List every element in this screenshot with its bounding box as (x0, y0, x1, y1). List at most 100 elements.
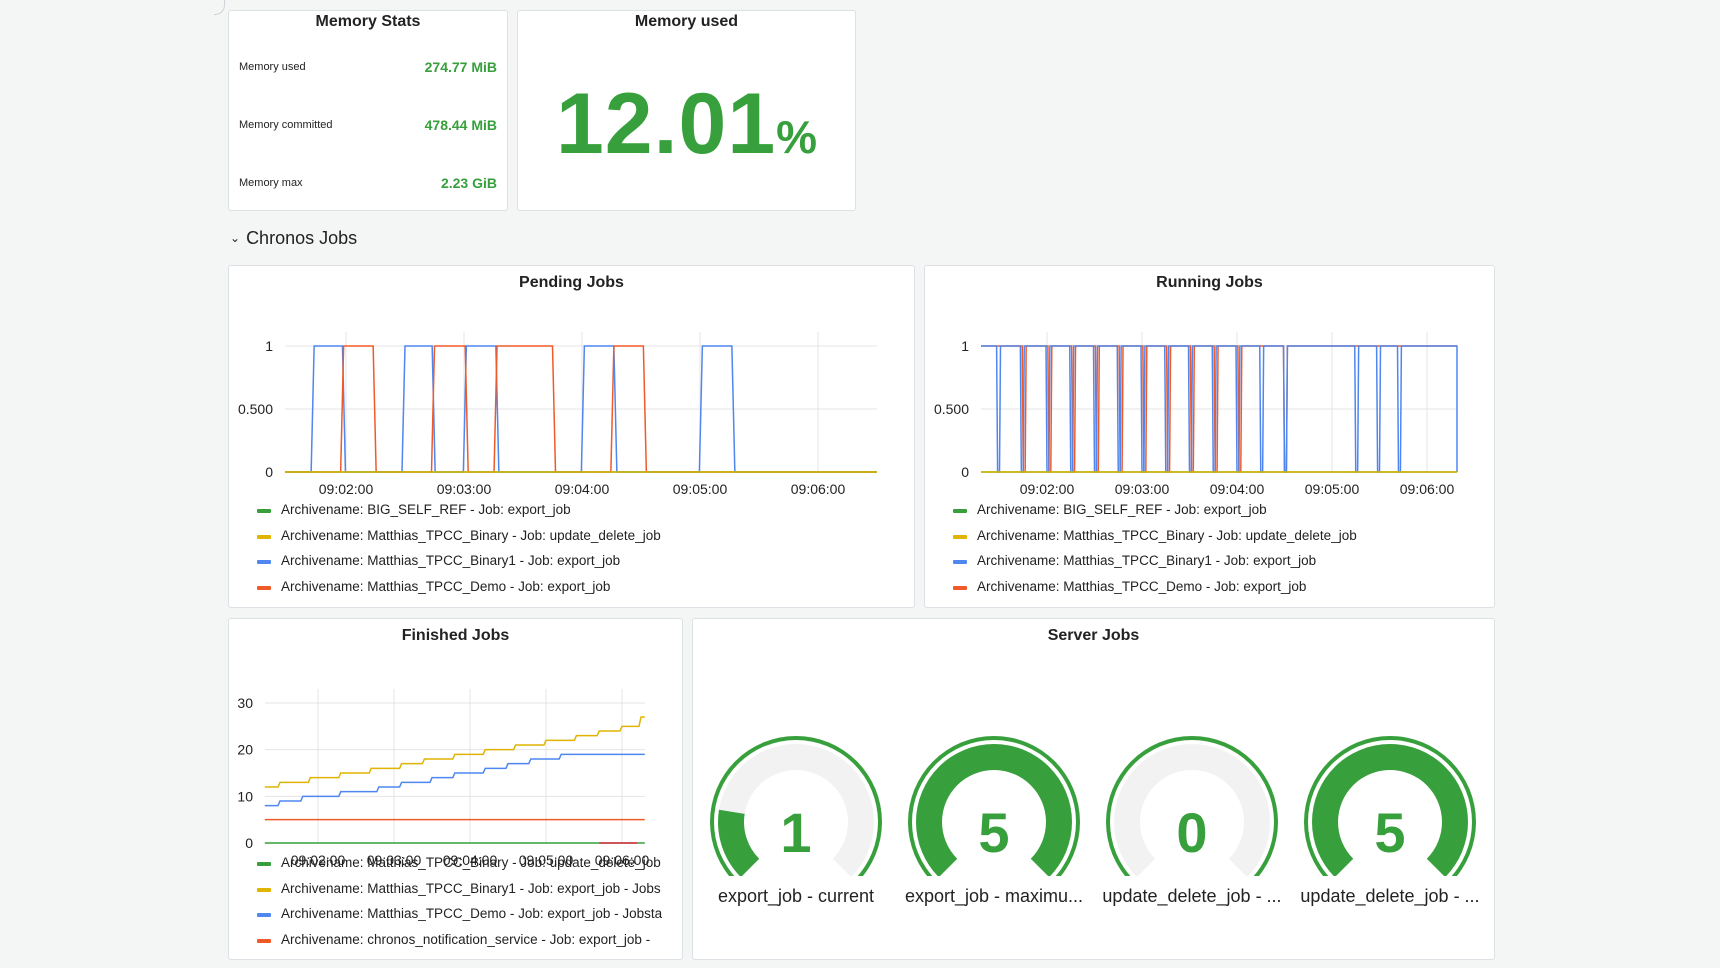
legend-label: Archivename: Matthias_TPCC_Binary1 - Job… (977, 553, 1317, 568)
x-tick-label: 09:04:00 (555, 481, 610, 497)
stat-label: Memory max (239, 177, 303, 189)
gauge-fill (1312, 744, 1468, 878)
finished-jobs-chart: 30 20 10 0 09:02:00 09:03:00 09:04:00 09:05:00 0… (237, 689, 650, 868)
legend-item[interactable]: Archivename: chronos_notification_servic… (257, 932, 673, 958)
gauge-track (1114, 744, 1270, 878)
memory-used-number: 12.01 (555, 76, 777, 172)
pending-jobs-legend: Archivename: BIG_SELF_REF - Job: export_… (257, 502, 897, 604)
series-line (264, 753, 645, 807)
memory-used-panel: Memory used 12.01% (517, 10, 856, 211)
stat-label: Memory used (239, 61, 306, 73)
finished-jobs-title: Finished Jobs (401, 627, 510, 644)
legend-item[interactable]: Archivename: Matthias_TPCC_Demo - Job: e… (953, 579, 1483, 605)
legend-label: Archivename: Matthias_TPCC_Demo - Job: e… (281, 906, 663, 921)
y-tick-label: 0 (961, 464, 969, 480)
panel-edge-mark (214, 0, 225, 15)
series-line (285, 345, 877, 473)
row-header-title: Chronos Jobs (246, 228, 358, 248)
x-tick-label: 09:03:00 (367, 852, 422, 868)
legend-swatch (257, 509, 271, 513)
x-tick-label: 09:04:00 (1210, 481, 1265, 497)
stat-value: 274.77 MiB (424, 59, 497, 75)
legend-swatch (953, 534, 967, 539)
legend-swatch (257, 585, 271, 590)
memory-stats-panel: Memory Stats Memory used 274.77 MiB Memo… (228, 10, 508, 211)
stat-value: 2.23 GiB (440, 175, 497, 191)
x-tick-label: 09:05:00 (673, 481, 728, 497)
gauge-chart: 5 (908, 736, 1080, 883)
gauge: 0 update_delete_job - ... (1097, 726, 1287, 926)
y-tick-label: 20 (237, 742, 253, 758)
row-header-chronos-jobs[interactable]: ⌄ Chronos Jobs (230, 228, 357, 249)
series-line (264, 716, 645, 788)
pending-jobs-panel: Pending Jobs 1 0.500 0 09:02:00 09:03:00 09:0… (228, 265, 915, 608)
legend-item[interactable]: Archivename: BIG_SELF_REF - Job: export_… (257, 502, 897, 528)
stat-row-memory-max: Memory max 2.23 GiB (239, 175, 497, 195)
legend-label: Archivename: Matthias_TPCC_Binary1 - Job… (281, 880, 661, 896)
gauge-value: 5 (978, 801, 1009, 864)
gauge-chart: 5 (1304, 736, 1476, 883)
gauge: 5 export_job - maximu... (899, 726, 1089, 926)
running-jobs-legend: Archivename: BIG_SELF_REF - Job: export_… (953, 502, 1483, 604)
pending-jobs-title: Pending Jobs (519, 274, 624, 291)
y-tick-label: 10 (237, 788, 253, 804)
legend-label: Archivename: Matthias_TPCC_Binary - Job:… (281, 527, 661, 543)
legend-item[interactable]: Archivename: Matthias_TPCC_Binary - Job:… (953, 528, 1483, 554)
x-tick-label: 09:04:00 (443, 852, 498, 868)
memory-used-unit: % (776, 111, 818, 163)
x-tick-label: 09:03:00 (437, 481, 492, 497)
y-tick-label: 30 (237, 695, 253, 711)
gauge: 1 export_job - current (701, 726, 891, 926)
memory-used-value: 12.01% (518, 81, 855, 167)
gauge-value: 1 (780, 801, 811, 864)
legend-swatch (257, 913, 271, 917)
legend-label: Archivename: Matthias_TPCC_Binary - Job:… (281, 855, 661, 870)
stat-value: 478.44 MiB (424, 117, 497, 133)
legend-swatch (257, 887, 271, 892)
x-tick-label: 09:06:00 (791, 481, 846, 497)
legend-item[interactable]: Archivename: Matthias_TPCC_Binary - Job:… (257, 855, 673, 881)
y-tick-label: 1 (961, 338, 969, 354)
stat-row-memory-used: Memory used 274.77 MiB (239, 59, 497, 79)
gauge-chart: 1 (710, 736, 882, 883)
x-tick-label: 09:02:00 (1020, 481, 1075, 497)
legend-item[interactable]: Archivename: Matthias_TPCC_Binary1 - Job… (257, 553, 897, 579)
legend-swatch (257, 534, 271, 539)
gauge-value: 5 (1374, 801, 1405, 864)
legend-item[interactable]: Archivename: Matthias_TPCC_Binary1 - Job… (257, 881, 673, 907)
memory-used-title: Memory used (634, 13, 739, 30)
gauge-threshold-band (1304, 736, 1476, 883)
legend-item[interactable]: Archivename: Matthias_TPCC_Binary - Job:… (257, 528, 897, 554)
x-tick-label: 09:05:00 (519, 852, 574, 868)
running-jobs-chart: 1 0.500 0 09:02:00 09:03:00 09:04:00 09:05:00 0… (934, 332, 1458, 497)
gauge-value: 0 (1176, 801, 1207, 864)
server-jobs-panel: Server Jobs (692, 618, 1495, 960)
legend-swatch (953, 560, 967, 564)
x-tick-label: 09:06:00 (595, 852, 650, 868)
legend-label: Archivename: BIG_SELF_REF - Job: export_… (281, 502, 571, 517)
y-tick-label: 0.500 (934, 401, 969, 417)
finished-jobs-legend: Archivename: Matthias_TPCC_Binary - Job:… (257, 855, 673, 957)
legend-item[interactable]: Archivename: Matthias_TPCC_Demo - Job: e… (257, 906, 673, 932)
x-tick-label: 09:05:00 (1305, 481, 1360, 497)
gauge-caption: update_delete_job - ... (1300, 886, 1480, 906)
x-tick-label: 09:02:00 (291, 852, 346, 868)
legend-swatch (257, 862, 271, 866)
stat-row-memory-committed: Memory committed 478.44 MiB (239, 117, 497, 137)
stat-label: Memory committed (239, 119, 333, 131)
gauge-caption: export_job - current (717, 886, 875, 906)
legend-item[interactable]: Archivename: Matthias_TPCC_Demo - Job: e… (257, 579, 897, 605)
legend-label: Archivename: Matthias_TPCC_Demo - Job: e… (281, 578, 611, 594)
gauge-caption: update_delete_job - ... (1102, 886, 1282, 906)
gauge-caption: export_job - maximu... (904, 886, 1084, 906)
legend-label: Archivename: Matthias_TPCC_Binary1 - Job… (281, 553, 621, 568)
legend-label: Archivename: BIG_SELF_REF - Job: export_… (977, 502, 1267, 517)
legend-label: Archivename: Matthias_TPCC_Demo - Job: e… (977, 578, 1307, 594)
x-tick-label: 09:03:00 (1115, 481, 1170, 497)
legend-item[interactable]: Archivename: Matthias_TPCC_Binary1 - Job… (953, 553, 1483, 579)
gauge-fill (916, 744, 1072, 878)
legend-item[interactable]: Archivename: BIG_SELF_REF - Job: export_… (953, 502, 1483, 528)
legend-swatch (257, 560, 271, 564)
gauge-threshold-band (710, 736, 882, 883)
legend-swatch (257, 938, 271, 943)
